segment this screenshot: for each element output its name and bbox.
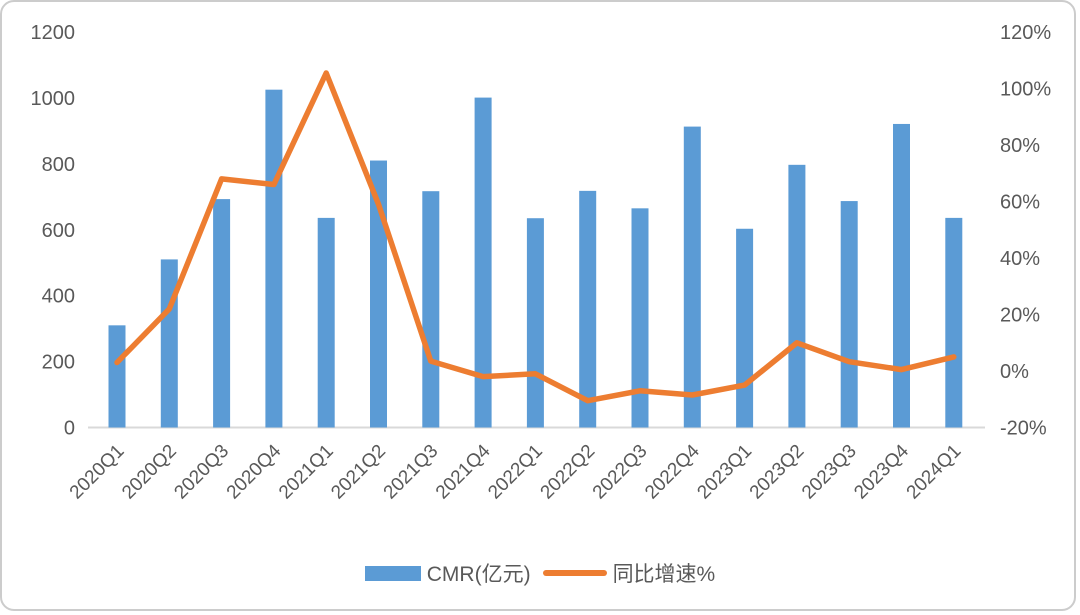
y-axis-right-tick: 120% (1000, 22, 1051, 44)
y-axis-right-tick: 0% (1000, 361, 1029, 383)
bar-2021Q4 (474, 97, 492, 428)
bar-2022Q1 (526, 218, 544, 428)
x-axis-label-2022Q4: 2022Q4 (641, 440, 704, 503)
legend-line-label: 同比增速% (612, 563, 716, 586)
x-axis-label-2021Q2: 2021Q2 (327, 441, 390, 504)
x-axis-label-2021Q4: 2021Q4 (432, 440, 495, 503)
bar-2023Q3 (840, 201, 858, 428)
y-axis-right-tick: 40% (1000, 248, 1040, 270)
y-axis-left-tick: 0 (64, 418, 75, 440)
growth-line (114, 70, 957, 404)
x-axis-label-2024Q1: 2024Q1 (903, 441, 966, 504)
x-axis-label-2021Q1: 2021Q1 (275, 441, 338, 504)
x-axis-label-2022Q1: 2022Q1 (484, 441, 547, 504)
x-axis-label-2023Q4: 2023Q4 (850, 440, 913, 503)
x-axis-label-2020Q1: 2020Q1 (66, 441, 129, 504)
legend-bar-swatch (364, 565, 421, 581)
y-axis-right-tick: 20% (1000, 305, 1040, 327)
bar-2021Q3 (422, 191, 440, 428)
x-axis-label-2021Q3: 2021Q3 (380, 441, 443, 504)
bar-2020Q4 (265, 89, 283, 428)
bar-2023Q4 (893, 123, 910, 428)
x-axis-label-2023Q1: 2023Q1 (693, 441, 756, 504)
bar-2024Q1 (945, 217, 963, 428)
y-axis-left-tick: 1000 (31, 88, 76, 110)
chart-legend: CMR(亿元) 同比增速% (0, 556, 1080, 590)
x-axis-label-2023Q3: 2023Q3 (798, 441, 861, 504)
x-axis-label-2022Q3: 2022Q3 (589, 441, 652, 504)
x-axis-label-2022Q2: 2022Q2 (537, 441, 600, 504)
bar-2021Q2 (370, 160, 387, 428)
y-axis-left-tick: 400 (42, 286, 75, 308)
bar-2023Q1 (736, 228, 754, 428)
x-axis-label-2020Q2: 2020Q2 (118, 441, 181, 504)
bar-2021Q1 (317, 217, 335, 428)
y-axis-left-tick: 1200 (31, 22, 76, 44)
y-axis-right-tick: 100% (1000, 79, 1051, 101)
bar-2022Q4 (683, 126, 701, 428)
x-axis-label-2020Q4: 2020Q4 (223, 440, 286, 503)
y-axis-left-tick: 800 (42, 154, 75, 176)
y-axis-right-tick: 60% (1000, 192, 1040, 214)
bar-2022Q2 (579, 190, 597, 428)
legend-line-swatch (542, 570, 607, 576)
bar-2020Q2 (160, 259, 178, 428)
bar-2020Q3 (213, 199, 231, 428)
y-axis-right-tick: -20% (1000, 418, 1047, 440)
legend-bar-label: CMR(亿元) (426, 563, 531, 586)
y-axis-right-tick: 80% (1000, 135, 1040, 157)
y-axis-left-tick: 600 (42, 220, 75, 242)
x-axis-label-2020Q3: 2020Q3 (170, 441, 233, 504)
y-axis-left-tick: 200 (42, 352, 75, 374)
bar-2023Q2 (788, 164, 806, 428)
bar-2020Q1 (108, 325, 126, 428)
x-axis-label-2023Q2: 2023Q2 (746, 441, 809, 504)
bar-2022Q3 (631, 208, 649, 428)
